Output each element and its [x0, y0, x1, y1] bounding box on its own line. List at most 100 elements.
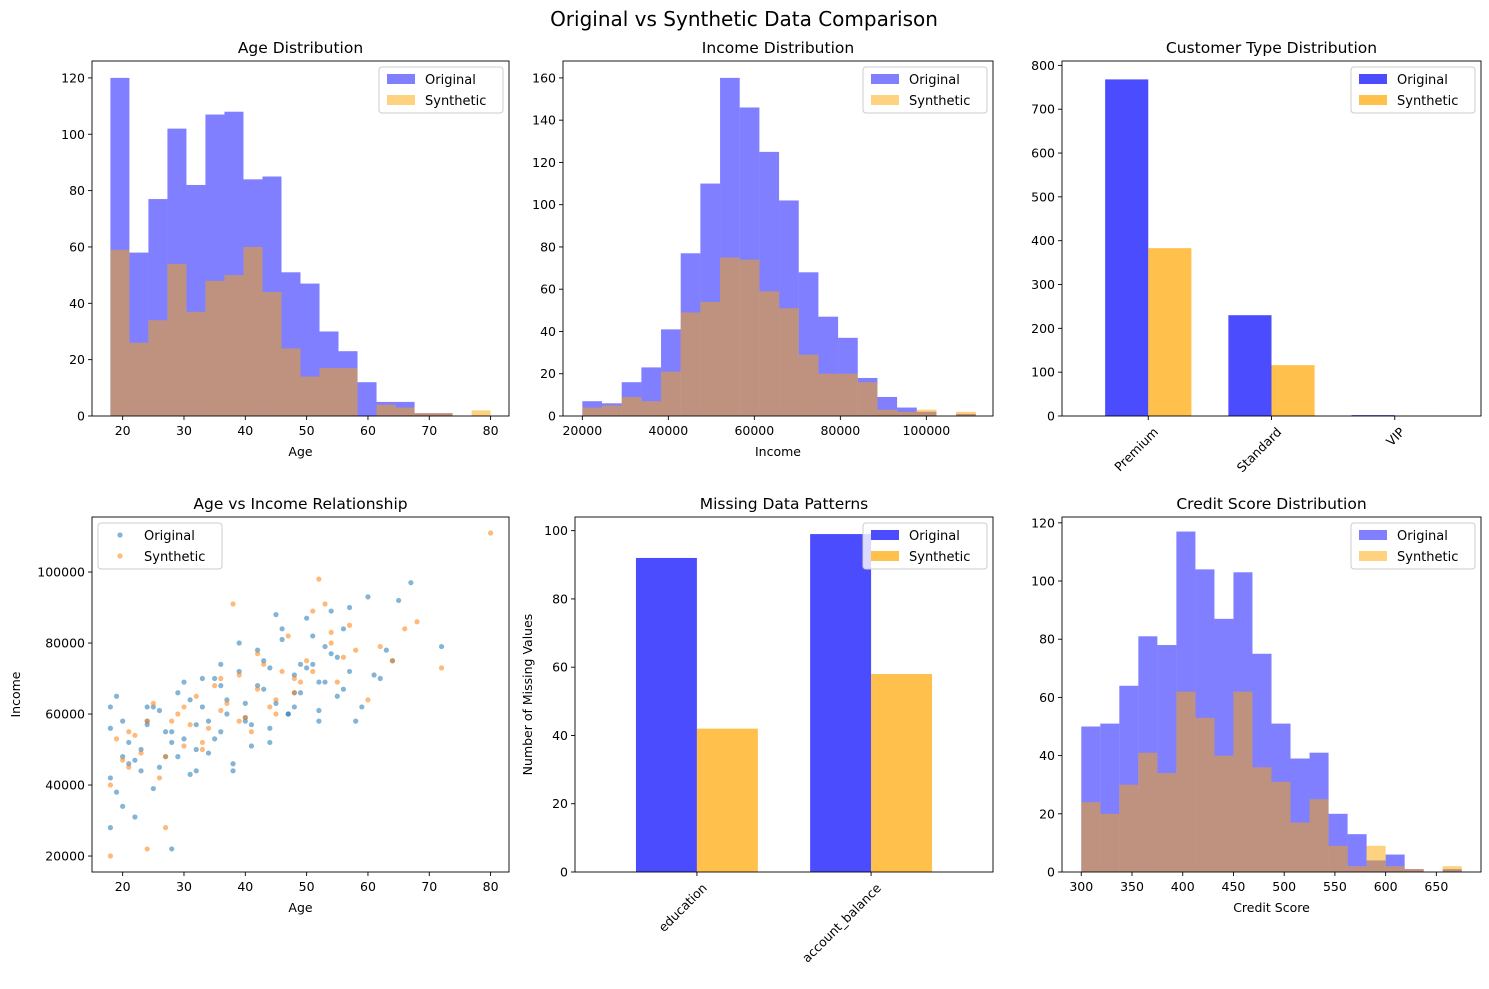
scatter-point: [138, 768, 143, 773]
scatter-point: [132, 758, 137, 763]
scatter-point: [316, 708, 321, 713]
scatter-point: [206, 719, 211, 724]
scatter-point: [230, 601, 235, 606]
scatter-point: [237, 640, 242, 645]
bar: [877, 410, 897, 416]
bar: [1148, 248, 1191, 416]
legend-marker: [871, 95, 899, 105]
x-tick-label: 30: [176, 423, 192, 438]
bar: [1310, 799, 1329, 872]
scatter-point: [218, 708, 223, 713]
bar: [320, 368, 339, 416]
scatter-point: [206, 750, 211, 755]
scatter-point: [120, 758, 125, 763]
legend-marker: [871, 74, 899, 84]
scatter-point: [169, 729, 174, 734]
bar: [281, 348, 300, 416]
scatter-point: [280, 669, 285, 674]
scatter-point: [341, 687, 346, 692]
x-tick-label: 650: [1424, 879, 1448, 894]
scatter-point: [408, 580, 413, 585]
bar: [700, 302, 720, 416]
scatter-point: [126, 765, 131, 770]
legend-label: Original: [425, 73, 476, 88]
bar: [262, 292, 281, 416]
bar: [1100, 814, 1119, 872]
scatter-point: [322, 679, 327, 684]
legend-label: Original: [1397, 529, 1448, 544]
bar: [1272, 782, 1291, 872]
bar: [956, 412, 976, 416]
x-tick-label: 450: [1222, 879, 1246, 894]
legend-label: Synthetic: [909, 94, 970, 109]
x-tick-label: 50: [299, 423, 315, 438]
scatter-point: [298, 690, 303, 695]
scatter-point: [163, 729, 168, 734]
x-tick-label: 40: [237, 423, 253, 438]
scatter-point: [488, 530, 493, 535]
scatter-point: [224, 711, 229, 716]
scatter-point: [114, 736, 119, 741]
bar: [186, 312, 205, 416]
x-tick-label: 80: [483, 423, 499, 438]
y-tick-label: 60: [69, 239, 85, 254]
bar: [396, 408, 415, 416]
scatter-point: [151, 701, 156, 706]
bar: [1386, 866, 1405, 872]
scatter-point: [169, 719, 174, 724]
bar: [1367, 846, 1386, 872]
y-tick-label: 80000: [45, 636, 85, 651]
x-tick-label: education: [655, 880, 709, 934]
scatter-point: [157, 708, 162, 713]
scatter-point: [390, 658, 395, 663]
bar: [301, 377, 320, 416]
x-tick-label: 600: [1374, 879, 1398, 894]
bar: [720, 258, 740, 416]
scatter-point: [298, 679, 303, 684]
scatter-point: [329, 608, 334, 613]
scatter-point: [206, 726, 211, 731]
scatter-point: [188, 722, 193, 727]
scatter-point: [175, 711, 180, 716]
scatter-point: [230, 761, 235, 766]
y-tick-label: 0: [1047, 865, 1055, 880]
figure-suptitle: Original vs Synthetic Data Comparison: [550, 7, 938, 31]
bar: [1157, 773, 1176, 872]
scatter-point: [126, 729, 131, 734]
bar: [1105, 79, 1148, 416]
y-tick-label: 40: [69, 296, 85, 311]
scatter-point: [200, 704, 205, 709]
legend-label: Synthetic: [1397, 94, 1458, 109]
y-axis-label: Number of Missing Values: [520, 614, 535, 776]
scatter-point: [439, 665, 444, 670]
y-tick-label: 120: [61, 70, 85, 85]
scatter-point: [267, 665, 272, 670]
scatter-point: [132, 814, 137, 819]
scatter-point: [329, 630, 334, 635]
y-tick-label: 0: [77, 409, 85, 424]
x-tick-label: 80: [483, 879, 499, 894]
y-tick-label: 100: [532, 197, 556, 212]
x-tick-label: 20: [115, 879, 131, 894]
scatter-point: [341, 626, 346, 631]
scatter-point: [286, 633, 291, 638]
scatter-point: [280, 626, 285, 631]
legend-marker: [387, 74, 415, 84]
x-axis-label: Credit Score: [1233, 900, 1310, 915]
scatter-point: [353, 719, 358, 724]
scatter-point: [329, 651, 334, 656]
scatter-point: [249, 743, 254, 748]
y-tick-label: 40: [552, 728, 568, 743]
x-tick-label: 60: [360, 879, 376, 894]
bar: [622, 397, 642, 416]
legend-marker: [871, 530, 899, 540]
y-tick-label: 100: [544, 523, 568, 538]
scatter-point: [181, 704, 186, 709]
scatter-point: [237, 672, 242, 677]
y-tick-label: 20: [69, 352, 85, 367]
